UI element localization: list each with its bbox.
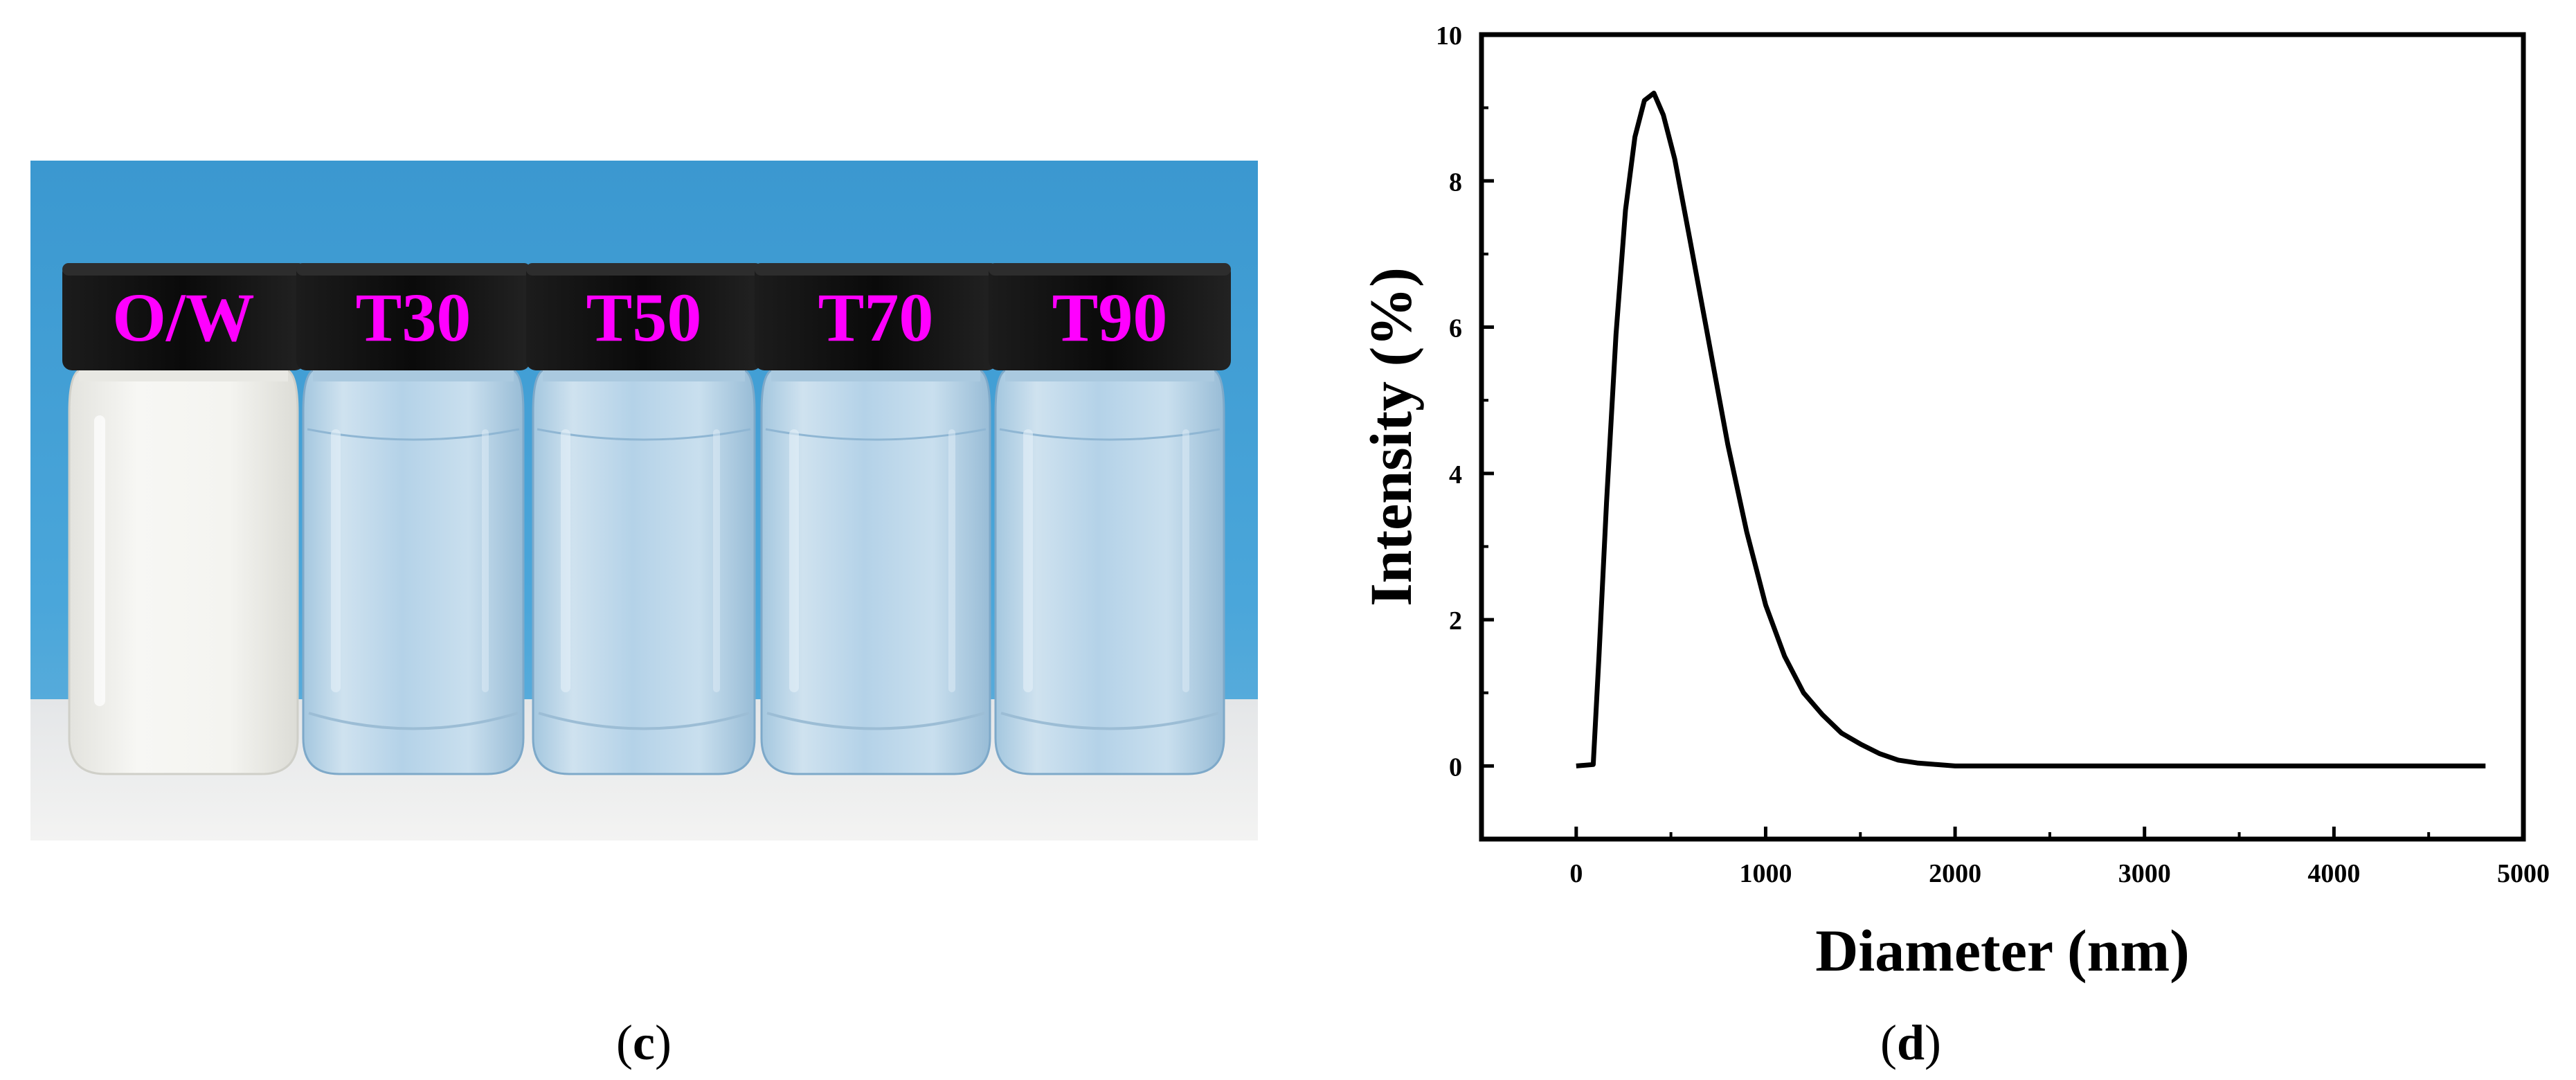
vial-label: T30 xyxy=(356,279,471,356)
vial-base-ring xyxy=(1000,712,1219,730)
vial-cap-rim xyxy=(526,263,762,276)
vial-base-ring xyxy=(538,712,750,730)
vial-highlight xyxy=(948,429,955,692)
vial-body xyxy=(68,369,299,775)
y-axis-title: Intensity (%) xyxy=(1358,267,1424,606)
vial-body xyxy=(532,369,756,775)
size-distribution-chart: 0 1000 2000 3000 4000 5000 0 2 4 6 8 10 Diameter (… xyxy=(1358,21,2550,984)
vial-highlight xyxy=(713,429,720,692)
vial-body xyxy=(302,369,525,775)
vial: T90 xyxy=(989,263,1231,775)
vial-highlight xyxy=(561,429,570,692)
plot-frame xyxy=(1479,32,2526,842)
vial-base-ring xyxy=(308,712,519,730)
y-tick-label: 6 xyxy=(1449,314,1462,343)
y-axis-ticks: 0 2 4 6 8 10 xyxy=(1436,21,1494,840)
vial-label: T50 xyxy=(586,279,702,356)
series-line-intensity xyxy=(1576,91,2486,768)
vial-body xyxy=(994,369,1225,775)
vial-base-ring xyxy=(766,712,985,730)
y-tick-label: 0 xyxy=(1449,753,1462,782)
vial-highlight xyxy=(94,415,105,706)
vial-highlight xyxy=(789,429,799,692)
y-tick-label: 2 xyxy=(1449,606,1462,636)
vial-cap-rim xyxy=(755,263,997,276)
vial-label: O/W xyxy=(112,279,255,356)
vial: O/W xyxy=(62,263,305,775)
vial-cap-rim xyxy=(296,263,530,276)
y-tick-label: 8 xyxy=(1449,168,1462,197)
vial: T50 xyxy=(526,263,762,775)
vial-cap xyxy=(296,263,530,370)
vial: T70 xyxy=(755,263,997,775)
x-tick-label: 1000 xyxy=(1739,859,1792,888)
y-tick-label: 10 xyxy=(1436,21,1462,51)
vial-highlight xyxy=(1182,429,1189,692)
vial-body xyxy=(760,369,991,775)
vial-group: O/W T30 T50 T70 T90 xyxy=(62,263,1231,775)
x-axis-ticks: 0 1000 2000 3000 4000 5000 xyxy=(1480,827,2550,888)
x-tick-label: 3000 xyxy=(2118,859,2171,888)
vial-highlight xyxy=(482,429,489,692)
vial-highlight xyxy=(1023,429,1033,692)
vial-highlight xyxy=(331,429,341,692)
x-tick-label: 5000 xyxy=(2497,859,2550,888)
x-tick-label: 4000 xyxy=(2307,859,2360,888)
panel-label-d: (d) xyxy=(1880,1015,1941,1070)
x-tick-label: 2000 xyxy=(1929,859,1981,888)
vial-cap xyxy=(989,263,1231,370)
vial-cap xyxy=(62,263,305,370)
vial-label: T90 xyxy=(1052,279,1168,356)
panel-label-c: (c) xyxy=(616,1015,672,1070)
vial-cap xyxy=(526,263,762,370)
vial-cap-rim xyxy=(62,263,305,276)
x-tick-label: 0 xyxy=(1569,859,1583,888)
vials-photo: O/W T30 T50 T70 T90 xyxy=(30,161,1258,840)
y-tick-label: 4 xyxy=(1449,460,1462,489)
vial: T30 xyxy=(296,263,530,775)
vial-cap-rim xyxy=(989,263,1231,276)
vial-label: T70 xyxy=(818,279,934,356)
vial-cap xyxy=(755,263,997,370)
x-axis-title: Diameter (nm) xyxy=(1815,917,2189,984)
